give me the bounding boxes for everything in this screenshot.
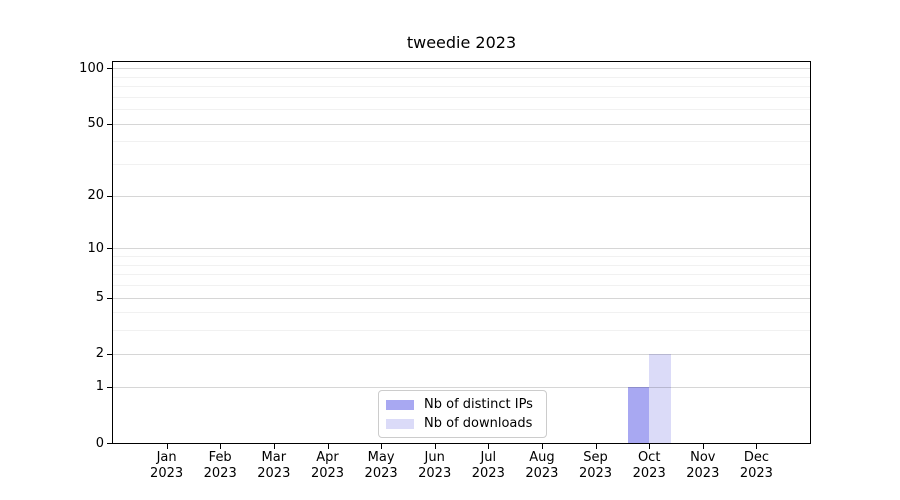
gridline-major <box>113 68 810 70</box>
y-tick-mark <box>107 248 112 250</box>
y-tick-label: 10 <box>87 240 104 256</box>
gridline-minor <box>113 141 810 143</box>
gridline-minor <box>113 76 810 78</box>
x-tick-label-dec: Dec 2023 <box>739 450 773 481</box>
plot-area <box>107 61 811 449</box>
gridline-major <box>113 248 810 250</box>
y-tick-label: 2 <box>95 346 104 362</box>
x-tick-label-nov: Nov 2023 <box>686 450 720 481</box>
x-tick-mark <box>273 444 275 449</box>
y-tick-label: 1 <box>95 379 104 395</box>
x-tick-mark <box>595 444 597 449</box>
legend-item: Nb of downloads <box>386 416 546 432</box>
x-tick-label-apr: Apr 2023 <box>310 450 345 481</box>
y-tick-label: 100 <box>79 60 104 76</box>
y-tick-label: 20 <box>87 188 104 204</box>
gridline-minor <box>113 164 810 166</box>
gridline-major <box>113 386 810 388</box>
gridline-minor <box>113 86 810 88</box>
bar-oct-series1 <box>649 353 671 443</box>
legend-swatch <box>386 399 414 410</box>
gridline-major <box>113 123 810 125</box>
x-tick-mark <box>327 444 329 449</box>
legend-item: Nb of distinct IPs <box>386 397 546 413</box>
x-tick-label-jan: Jan 2023 <box>150 450 184 481</box>
x-tick-label-jun: Jun 2023 <box>418 450 452 481</box>
y-tick-mark <box>107 297 112 299</box>
x-tick-label-aug: Aug 2023 <box>525 450 559 481</box>
y-tick-label: 50 <box>87 116 104 132</box>
gridline-minor <box>113 96 810 98</box>
legend-swatch <box>386 418 414 429</box>
x-tick-mark <box>166 444 168 449</box>
y-tick-label: 0 <box>95 435 104 451</box>
gridline-major <box>113 353 810 355</box>
gridline-minor <box>113 109 810 111</box>
x-tick-mark <box>649 444 651 449</box>
y-tick-mark <box>107 386 112 388</box>
x-tick-label-mar: Mar 2023 <box>257 450 291 481</box>
legend: Nb of distinct IPs Nb of downloads <box>378 390 547 438</box>
x-tick-mark <box>381 444 383 449</box>
gridline-minor <box>113 274 810 276</box>
bar-oct-series0 <box>627 386 650 443</box>
x-tick-label-oct: Oct 2023 <box>632 450 666 481</box>
x-tick-mark <box>434 444 436 449</box>
gridline-minor <box>113 330 810 332</box>
y-tick-mark <box>107 123 112 125</box>
legend-label: Nb of distinct IPs <box>424 396 533 412</box>
y-tick-label: 5 <box>95 290 104 305</box>
y-tick-mark <box>107 353 112 355</box>
gridline-minor <box>113 312 810 314</box>
legend-label: Nb of downloads <box>424 415 533 431</box>
x-tick-label-jul: Jul 2023 <box>471 450 505 481</box>
x-tick-label-sep: Sep 2023 <box>578 450 613 481</box>
y-tick-mark <box>107 195 112 197</box>
chart-title: tweedie 2023 <box>406 33 517 52</box>
x-tick-mark <box>756 444 758 449</box>
x-tick-mark <box>220 444 222 449</box>
x-tick-mark <box>541 444 543 449</box>
gridline-major <box>113 297 810 299</box>
x-tick-label-feb: Feb 2023 <box>203 450 237 481</box>
y-tick-mark <box>107 443 112 444</box>
gridline-minor <box>113 264 810 266</box>
y-tick-mark <box>107 68 112 70</box>
gridline-major <box>113 195 810 197</box>
x-tick-label-may: May 2023 <box>364 450 398 481</box>
x-tick-mark <box>702 444 704 449</box>
gridline-minor <box>113 256 810 257</box>
gridline-minor <box>113 285 810 286</box>
x-tick-mark <box>488 444 490 449</box>
